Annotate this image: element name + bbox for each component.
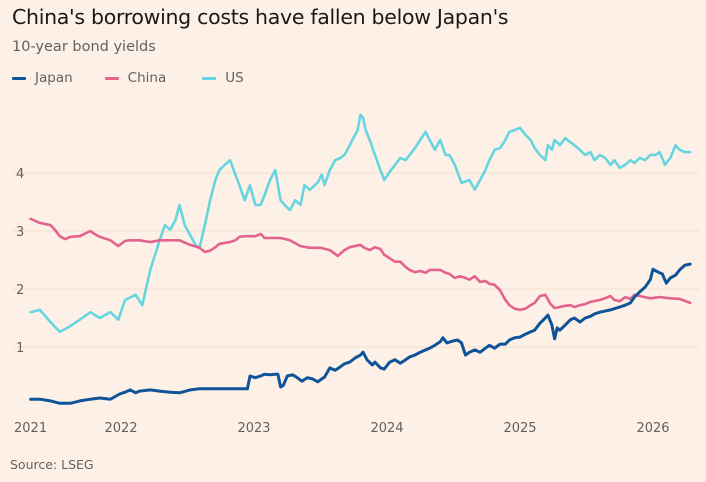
legend-label-china: China	[127, 70, 167, 86]
chart-title: China's borrowing costs have fallen belo…	[12, 5, 509, 29]
legend-swatch-china	[104, 76, 119, 80]
y-tick-label: 4	[16, 167, 24, 182]
source-note: Source: LSEG	[10, 457, 94, 472]
legend-item-us: US	[202, 70, 244, 86]
y-tick-label: 3	[16, 225, 24, 240]
series-line-japan	[29, 262, 692, 405]
y-tick-label: 1	[16, 341, 24, 356]
x-tick-label: 2026	[636, 421, 669, 436]
legend-swatch-us	[202, 76, 217, 80]
x-tick-label: 2025	[503, 421, 536, 436]
series-line-us	[29, 113, 692, 334]
legend-item-japan: Japan	[12, 70, 73, 86]
legend: Japan China US	[12, 70, 274, 86]
legend-item-china: China	[104, 70, 167, 86]
x-tick-label: 2024	[370, 421, 403, 436]
legend-label-us: US	[225, 70, 244, 86]
series-line-china	[29, 217, 692, 312]
x-tick-label: 2023	[237, 421, 270, 436]
gridlines	[12, 172, 700, 348]
legend-swatch-japan	[12, 76, 26, 80]
x-tick-label: 2021	[14, 421, 47, 436]
y-axis: 1 2 3 4	[16, 167, 24, 356]
series-lines	[29, 113, 692, 405]
chart-subtitle: 10-year bond yields	[12, 39, 156, 55]
x-axis: 2021 2022 2023 2024 2025 2026	[14, 421, 670, 436]
x-tick-label: 2022	[104, 421, 137, 436]
y-tick-label: 2	[16, 283, 24, 298]
legend-label-japan: Japan	[35, 70, 73, 86]
